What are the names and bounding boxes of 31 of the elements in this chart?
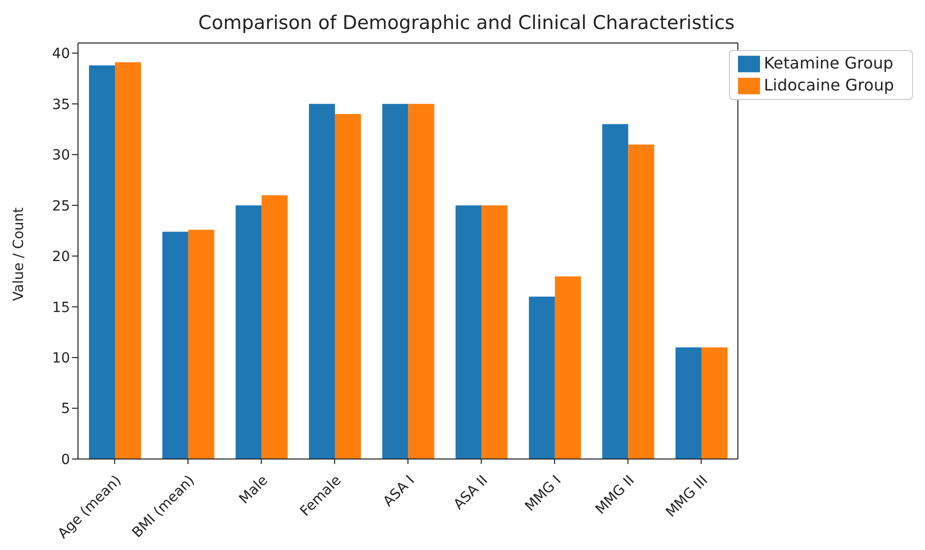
y-tick-label: 40: [52, 46, 70, 62]
bar: [334, 114, 361, 459]
bar: [162, 232, 188, 459]
bar: [89, 65, 115, 459]
legend-label: Lidocaine Group: [764, 75, 894, 94]
bar: [528, 296, 555, 459]
y-tick-label: 15: [52, 300, 70, 316]
bar: [115, 62, 141, 459]
bar: [602, 124, 628, 459]
bar: [628, 144, 654, 459]
bar: [262, 195, 288, 459]
chart-title: Comparison of Demographic and Clinical Characteristics: [197, 11, 736, 36]
y-tick-label: 0: [61, 452, 70, 468]
bar: [554, 276, 581, 459]
bar: [236, 205, 262, 459]
y-tick-label: 30: [52, 148, 70, 164]
y-tick-label: 10: [52, 350, 70, 367]
bar: [676, 347, 702, 459]
y-axis-title: Value / Count: [10, 206, 27, 301]
y-tick-label: 20: [52, 249, 70, 266]
bar: [482, 205, 508, 459]
bar: [308, 104, 335, 459]
bar: [408, 104, 434, 459]
bar: [382, 104, 408, 459]
y-tick-label: 35: [52, 96, 70, 113]
bar: [456, 205, 482, 459]
bar: [702, 347, 728, 459]
legend-label: Ketamine Group: [764, 53, 894, 72]
y-tick-label: 5: [61, 401, 70, 418]
y-tick-label: 25: [52, 198, 70, 214]
bar: [188, 230, 214, 459]
